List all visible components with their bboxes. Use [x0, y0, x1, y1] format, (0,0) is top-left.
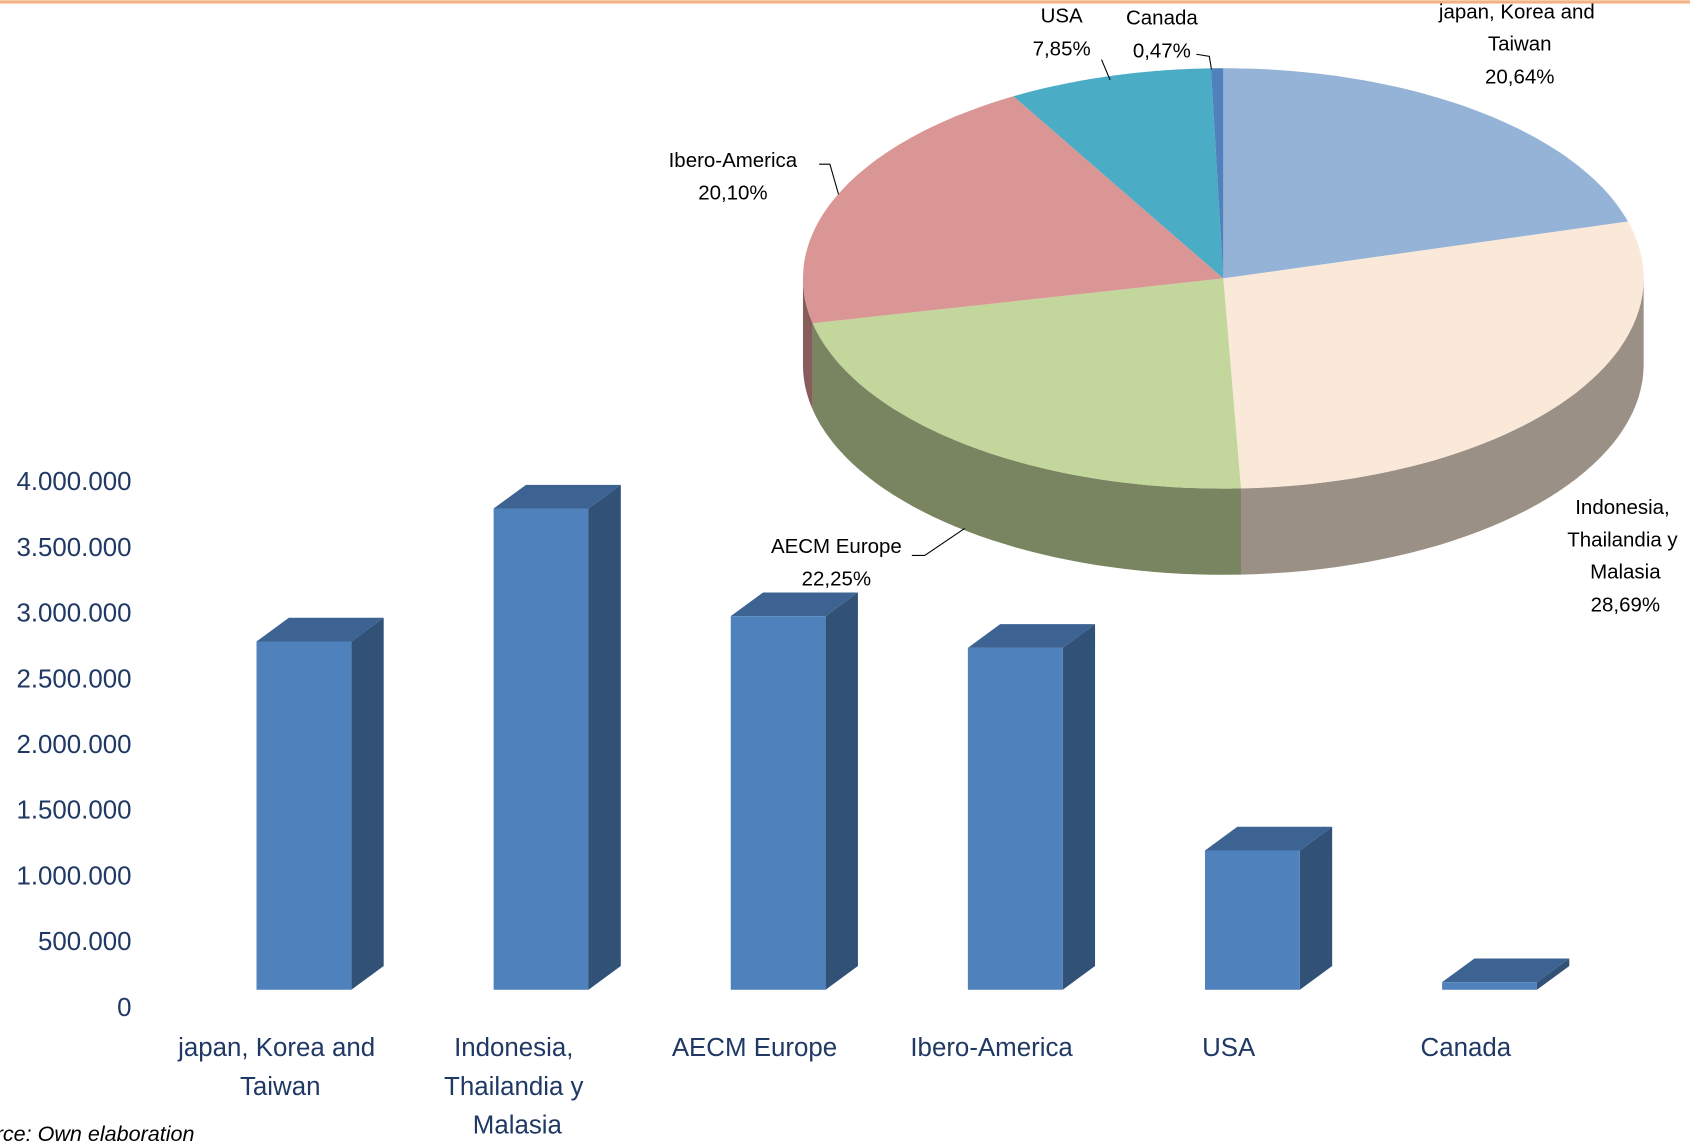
pie-side: [802, 278, 813, 410]
leader-line: [1101, 59, 1111, 81]
pie-slice: [1223, 221, 1644, 489]
bar: [256, 641, 352, 990]
x-tick-label: Indonesia, Thailandia y Malasia: [444, 1034, 591, 1140]
pie-label: AECM Europe: [771, 535, 902, 558]
bar: [1204, 850, 1300, 990]
bar-top: [493, 484, 621, 509]
y-tick-label: 2.000.000: [16, 731, 131, 759]
bar-top: [1204, 826, 1333, 851]
pie-value-label: 28,69%: [1591, 593, 1660, 616]
bar-top: [1442, 958, 1570, 983]
y-tick-label: 3.000.000: [16, 600, 131, 628]
bar: [1442, 982, 1537, 990]
pie-label: japan, Korea and Taiwan: [1438, 1, 1601, 56]
y-tick-label: 1.500.000: [16, 797, 131, 825]
pie-value-label: 0,47%: [1133, 39, 1191, 62]
pie-value-label: 22,25%: [802, 568, 871, 591]
y-tick-label: 4.000.000: [16, 468, 131, 496]
bar-side: [588, 484, 621, 990]
pie-label: Ibero-America: [669, 149, 798, 172]
bar-top: [967, 624, 1096, 648]
bar-top: [256, 617, 384, 642]
leader-line: [819, 163, 840, 195]
pie-slice: [1223, 68, 1629, 279]
bar-side: [351, 617, 384, 990]
bar-side: [1536, 958, 1570, 990]
y-tick-label: 500.000: [38, 928, 131, 956]
y-tick-label: 0: [117, 994, 131, 1022]
pie-slice: [1013, 68, 1224, 279]
leader-line: [911, 528, 965, 556]
x-tick-label: Ibero-America: [910, 1034, 1073, 1062]
pie-slice: [812, 278, 1241, 489]
pie-label: Indonesia, Thailandia y Malasia: [1567, 496, 1683, 584]
x-tick-label: japan, Korea and Taiwan: [177, 1034, 382, 1101]
x-tick-label: USA: [1202, 1034, 1256, 1062]
bar-top: [730, 592, 858, 617]
pie-value-label: 7,85%: [1033, 37, 1091, 60]
x-tick-label: Canada: [1421, 1034, 1512, 1062]
pie-side: [812, 323, 1241, 575]
x-tick-label: AECM Europe: [672, 1034, 837, 1062]
pie-chart: japan, Korea and Taiwan 20,64% Indonesia, …: [669, 1, 1684, 617]
top-border: [0, 0, 1690, 4]
leader-line: [1196, 53, 1212, 70]
pie-value-label: 20,10%: [698, 182, 767, 205]
pie-slice: [1210, 68, 1224, 279]
bar-side: [825, 592, 858, 990]
bar: [493, 508, 589, 990]
bar-chart: 0 500.000 1.000.000 1.500.000 2.000.000 2.500…: [16, 468, 1570, 1140]
y-tick-label: 3.500.000: [16, 534, 131, 562]
pie-label: Canada: [1126, 7, 1198, 30]
pie-label: USA: [1041, 5, 1083, 28]
y-tick-label: 1.000.000: [16, 863, 131, 891]
pie-slice: [802, 96, 1224, 324]
bar: [730, 616, 826, 990]
bar: [967, 647, 1063, 990]
source-note: rce: Own elaboration: [0, 1121, 195, 1141]
pie-side: [1240, 278, 1644, 575]
bar-side: [1062, 624, 1096, 990]
bar-side: [1299, 826, 1333, 990]
pie-value-label: 20,64%: [1485, 65, 1554, 88]
y-tick-label: 2.500.000: [16, 665, 131, 693]
pie-sides: [802, 278, 1644, 575]
